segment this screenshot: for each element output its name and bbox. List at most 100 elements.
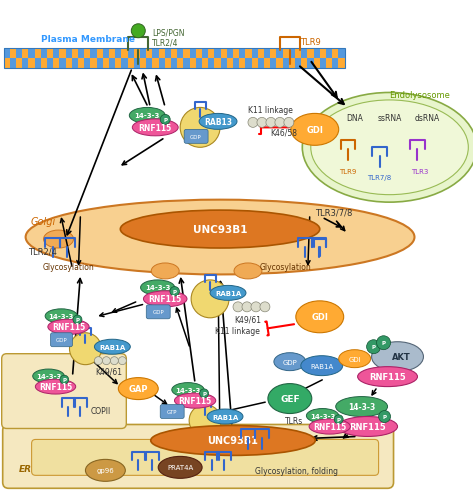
Text: RNF115: RNF115 — [138, 124, 172, 133]
Circle shape — [266, 118, 276, 128]
Text: Glycosylation: Glycosylation — [260, 263, 312, 272]
Text: UNC93B1: UNC93B1 — [208, 435, 258, 445]
Text: RAB1A: RAB1A — [212, 414, 238, 420]
Bar — [320, 49, 326, 59]
Bar — [59, 49, 66, 59]
Bar — [295, 59, 301, 69]
Ellipse shape — [210, 286, 246, 301]
Bar — [78, 59, 84, 69]
Ellipse shape — [118, 378, 158, 400]
Text: RAB1A: RAB1A — [215, 290, 241, 296]
Ellipse shape — [207, 409, 243, 424]
Text: P: P — [383, 414, 387, 419]
Ellipse shape — [336, 397, 388, 417]
Bar — [165, 49, 171, 59]
Bar — [221, 49, 227, 59]
Bar — [28, 49, 35, 59]
Bar — [59, 59, 66, 69]
Text: ssRNA: ssRNA — [377, 114, 402, 123]
Text: GDI: GDI — [311, 313, 328, 322]
Bar — [35, 49, 41, 59]
Bar — [146, 59, 153, 69]
Text: LPS/PGN: LPS/PGN — [152, 28, 185, 37]
Ellipse shape — [337, 417, 398, 436]
Circle shape — [94, 357, 102, 365]
Text: P: P — [173, 289, 177, 294]
Bar — [276, 59, 283, 69]
Ellipse shape — [26, 200, 414, 275]
Circle shape — [233, 302, 243, 312]
Ellipse shape — [339, 350, 371, 368]
Text: Endolysosome: Endolysosome — [389, 91, 450, 100]
Text: TLR9: TLR9 — [300, 38, 320, 47]
Bar — [103, 49, 109, 59]
Circle shape — [248, 118, 258, 128]
Bar — [121, 49, 128, 59]
Circle shape — [200, 389, 209, 398]
Circle shape — [257, 118, 267, 128]
Bar — [295, 49, 301, 59]
Bar — [308, 59, 314, 69]
Text: PRAT4A: PRAT4A — [167, 464, 193, 470]
Text: K11 linkage: K11 linkage — [215, 327, 260, 336]
Bar — [239, 49, 246, 59]
Bar — [301, 49, 308, 59]
Ellipse shape — [129, 108, 165, 124]
Bar — [208, 49, 214, 59]
Text: GDP: GDP — [190, 135, 202, 140]
Text: AKT: AKT — [392, 353, 411, 361]
FancyBboxPatch shape — [160, 405, 184, 419]
Text: K46/58: K46/58 — [270, 129, 297, 138]
Text: TLR7/8: TLR7/8 — [367, 175, 392, 181]
Circle shape — [102, 357, 110, 365]
Ellipse shape — [372, 342, 423, 372]
Bar — [72, 49, 78, 59]
Text: ER: ER — [18, 464, 32, 473]
Bar — [4, 49, 345, 69]
Text: P: P — [337, 417, 341, 422]
Text: P: P — [372, 345, 375, 350]
Ellipse shape — [151, 264, 179, 280]
Text: DNA: DNA — [346, 114, 363, 123]
Circle shape — [242, 302, 252, 312]
Ellipse shape — [94, 340, 130, 355]
Text: RNF115: RNF115 — [179, 396, 212, 405]
Bar — [332, 49, 338, 59]
Text: RNF115: RNF115 — [369, 372, 406, 381]
Text: TLR2/4: TLR2/4 — [152, 38, 179, 47]
Ellipse shape — [291, 114, 339, 146]
Text: P: P — [382, 341, 385, 346]
Text: RNF115: RNF115 — [313, 422, 346, 431]
Bar — [183, 59, 190, 69]
Circle shape — [275, 118, 285, 128]
Text: 14-3-3: 14-3-3 — [49, 314, 74, 319]
Bar — [35, 59, 41, 69]
Bar — [252, 59, 258, 69]
Ellipse shape — [274, 353, 306, 371]
Bar — [4, 59, 10, 69]
Bar — [91, 49, 97, 59]
Bar — [214, 59, 221, 69]
Bar — [159, 49, 165, 59]
Bar — [146, 49, 153, 59]
FancyBboxPatch shape — [51, 333, 73, 347]
Bar — [289, 59, 295, 69]
Bar — [84, 59, 91, 69]
Bar — [41, 59, 47, 69]
Text: GDP: GDP — [283, 359, 297, 365]
Text: GTP: GTP — [167, 409, 177, 414]
Bar — [314, 49, 320, 59]
Ellipse shape — [302, 93, 474, 203]
Bar — [177, 59, 183, 69]
Bar — [283, 59, 289, 69]
Bar — [153, 49, 159, 59]
Ellipse shape — [132, 120, 178, 137]
Bar — [128, 59, 134, 69]
Bar — [338, 59, 345, 69]
Circle shape — [180, 108, 220, 148]
Bar — [165, 59, 171, 69]
Bar — [78, 49, 84, 59]
Bar — [22, 49, 28, 59]
Bar — [97, 59, 103, 69]
Bar — [109, 59, 115, 69]
